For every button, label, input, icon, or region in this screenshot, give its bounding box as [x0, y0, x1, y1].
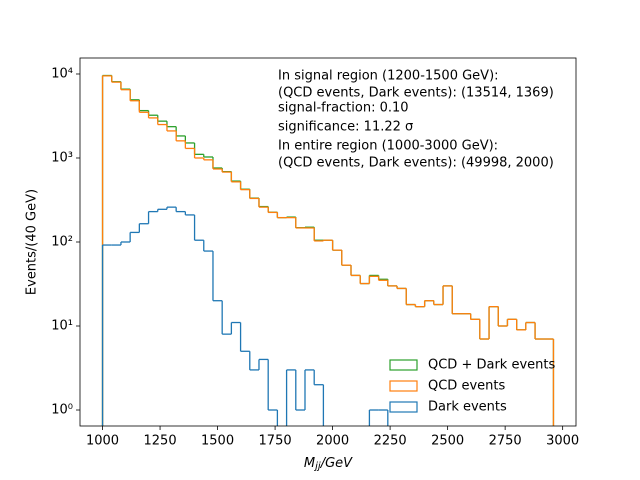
x-tick-label: 2000 — [316, 434, 349, 449]
annotation: (QCD events, Dark events): (49998, 2000) — [278, 156, 554, 171]
x-axis-label: Mjj/GeV — [304, 456, 353, 473]
y-tick-label: 10¹ — [51, 318, 73, 333]
legend-label: Dark events — [428, 400, 507, 415]
annotation: (QCD events, Dark events): (13514, 1369) — [278, 86, 554, 101]
plot-area — [101, 74, 555, 426]
x-tick-label: 1750 — [259, 434, 292, 449]
y-tick-label: 10⁴ — [51, 66, 73, 81]
y-tick-label: 10⁰ — [51, 403, 73, 418]
y-axis-label: Events/(40 GeV) — [25, 189, 40, 295]
x-tick-label: 2250 — [374, 434, 407, 449]
y-tick-label: 10² — [51, 234, 73, 249]
annotation: significance: 11.22 σ — [278, 120, 413, 135]
legend-label: QCD + Dark events — [428, 358, 555, 373]
x-label-rest: /GeV — [320, 456, 353, 471]
legend-swatch — [389, 380, 418, 392]
annotation: In entire region (1000-3000 GeV): — [278, 139, 498, 154]
x-tick-label: 1250 — [144, 434, 177, 449]
annotation: signal-fraction: 0.10 — [278, 101, 409, 116]
legend-swatch — [389, 359, 418, 371]
legend-label: QCD events — [428, 379, 505, 394]
x-tick-label: 1000 — [86, 434, 119, 449]
x-tick-label: 3000 — [546, 434, 579, 449]
x-tick-label: 1500 — [201, 434, 234, 449]
x-tick-label: 2750 — [489, 434, 522, 449]
y-tick-label: 10³ — [51, 150, 73, 165]
x-tick-label: 2500 — [431, 434, 464, 449]
x-label-main: M — [304, 456, 315, 471]
x-label-sub: jj — [313, 461, 321, 472]
annotation: In signal region (1200-1500 GeV): — [278, 69, 499, 84]
legend-swatch — [389, 401, 418, 413]
